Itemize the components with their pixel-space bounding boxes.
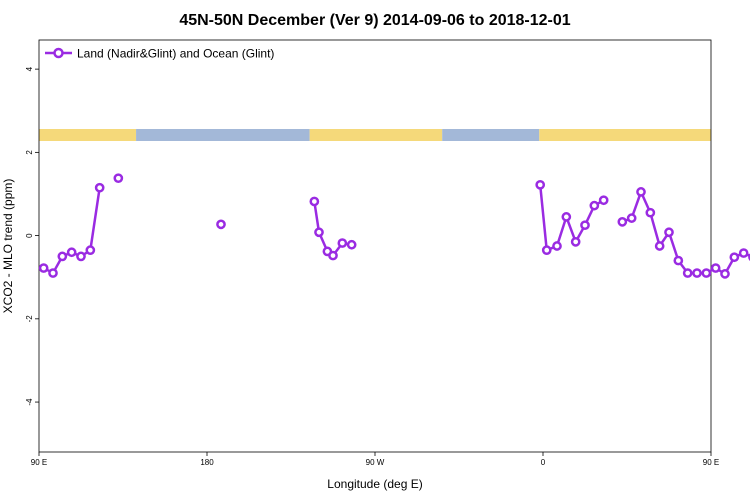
data-point <box>314 227 324 238</box>
legend-marker <box>53 47 64 59</box>
data-point <box>570 236 581 247</box>
x-axis-label: Longitude (deg E) <box>327 477 422 491</box>
land-ocean-strip <box>39 129 711 141</box>
data-point <box>692 268 702 278</box>
data-point <box>216 219 226 230</box>
y-axis: -4 -2 0 2 4 <box>25 66 39 406</box>
y-tick-label: 4 <box>25 66 34 71</box>
data-point <box>580 220 590 231</box>
data-point <box>645 207 656 218</box>
strip-ocean-3 <box>442 129 540 141</box>
x-axis: 90 E 180 90 W 0 90 E <box>31 452 719 467</box>
data-point <box>673 255 684 266</box>
x-tick-label: 90 E <box>703 458 719 467</box>
data-point <box>328 250 338 261</box>
data-point <box>337 238 348 248</box>
data-point <box>94 182 105 193</box>
y-tick-label: -4 <box>25 398 34 406</box>
data-point <box>701 268 712 278</box>
data-point <box>738 248 749 258</box>
chart-title: 45N-50N December (Ver 9) 2014-09-06 to 2… <box>179 12 570 29</box>
legend-label: Land (Nadir&Glint) and Ocean (Glint) <box>77 47 274 61</box>
data-point <box>664 227 674 238</box>
series-line-segment <box>43 187 101 275</box>
strip-land-2 <box>309 129 443 141</box>
data-point <box>720 269 730 279</box>
series-line-segment <box>621 190 750 276</box>
y-tick-label: -2 <box>25 315 34 323</box>
data-point <box>682 268 693 278</box>
plot-frame <box>38 39 712 453</box>
strip-land-0 <box>39 129 137 141</box>
x-tick-label: 180 <box>200 458 214 467</box>
y-tick-label: 2 <box>25 150 34 155</box>
x-tick-label: 90 E <box>31 458 47 467</box>
data-point <box>617 217 628 227</box>
series-layer <box>38 173 750 279</box>
data-point <box>57 251 68 262</box>
x-tick-label: 0 <box>541 458 546 467</box>
data-point <box>113 173 124 184</box>
data-point <box>76 251 86 262</box>
data-point <box>552 241 562 251</box>
strip-ocean-1 <box>136 129 310 141</box>
legend: Land (Nadir&Glint) and Ocean (Glint) <box>45 47 274 61</box>
data-point <box>535 179 546 190</box>
data-point <box>561 212 572 222</box>
data-point <box>589 200 600 211</box>
data-point <box>66 247 77 258</box>
y-axis-label: XCO2 - MLO trend (ppm) <box>1 179 15 314</box>
data-point <box>636 187 646 197</box>
data-point <box>346 239 357 250</box>
data-point <box>85 245 96 256</box>
y-tick-label: 0 <box>25 233 34 238</box>
data-point <box>38 263 49 273</box>
data-point <box>48 268 58 278</box>
data-point <box>626 213 637 223</box>
data-point <box>598 195 609 206</box>
data-point <box>710 263 721 273</box>
x-tick-label: 90 W <box>366 458 385 467</box>
data-point <box>654 241 665 251</box>
data-point <box>541 245 552 256</box>
data-point <box>729 252 740 263</box>
data-point <box>309 196 320 207</box>
strip-land-4 <box>539 129 711 141</box>
